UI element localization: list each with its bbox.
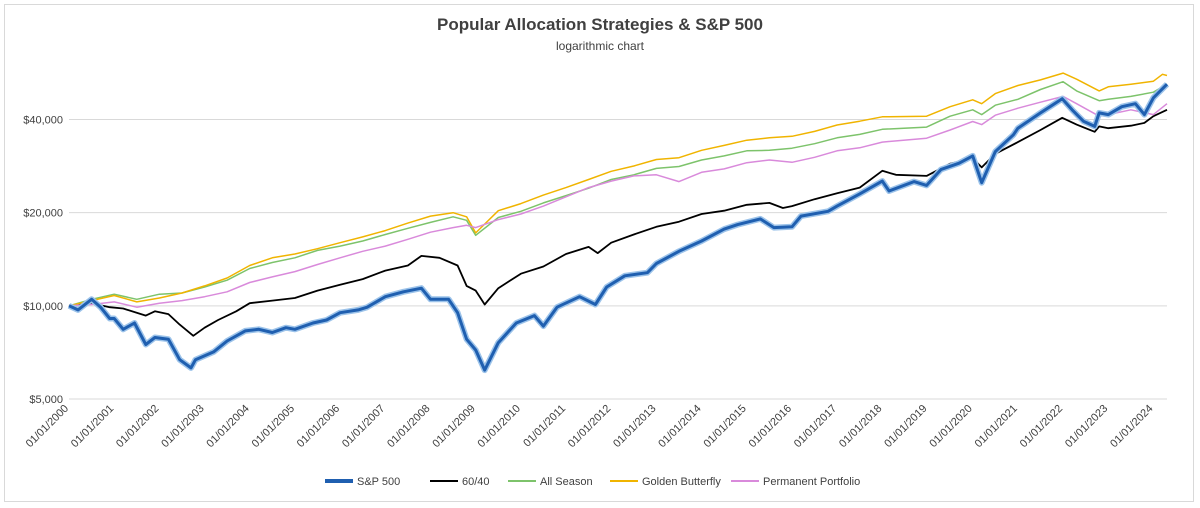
legend-label: 60/40 (462, 476, 490, 488)
x-tick-label: 01/01/2007 (340, 403, 387, 450)
x-tick-label: 01/01/2021 (973, 403, 1020, 450)
y-tick-label: $10,000 (23, 301, 63, 313)
series-lines (67, 72, 1170, 374)
x-tick-label: 01/01/2012 (566, 403, 613, 450)
x-tick-label: 01/01/2008 (385, 403, 432, 450)
x-tick-label: 01/01/2023 (1063, 403, 1110, 450)
y-axis-tick-labels: $5,000 $10,000 $20,000 $40,000 (23, 114, 63, 406)
legend: S&P 500 60/40 All Season Golden Butterfly Pe… (325, 476, 860, 488)
y-tick-label: $40,000 (23, 114, 63, 126)
x-tick-label: 01/01/2000 (24, 403, 71, 450)
x-tick-label: 01/01/2020 (927, 403, 974, 450)
chart-frame: Popular Allocation Strategies & S&P 500 … (4, 4, 1194, 502)
series-line-60-40 (68, 108, 1168, 337)
x-tick-label: 01/01/2015 (701, 403, 748, 450)
y-tick-label: $5,000 (29, 394, 63, 406)
x-tick-label: 01/01/2002 (114, 403, 161, 450)
x-tick-label: 01/01/2001 (69, 403, 116, 450)
gridlines (69, 118, 1167, 400)
legend-label: All Season (540, 476, 593, 488)
x-tick-label: 01/01/2014 (656, 403, 703, 450)
chart-canvas: Popular Allocation Strategies & S&P 500 … (23, 15, 1170, 488)
legend-label: S&P 500 (357, 476, 400, 488)
series-line-all-season (68, 80, 1168, 307)
x-tick-label: 01/01/2022 (1018, 403, 1065, 450)
x-tick-label: 01/01/2024 (1108, 403, 1155, 450)
x-tick-label: 01/01/2009 (430, 403, 477, 450)
x-tick-label: 01/01/2006 (295, 403, 342, 450)
legend-label: Permanent Portfolio (763, 476, 860, 488)
x-tick-label: 01/01/2005 (250, 403, 297, 450)
x-tick-label: 01/01/2017 (792, 403, 839, 450)
x-tick-label: 01/01/2011 (521, 403, 568, 450)
chart-title: Popular Allocation Strategies & S&P 500 (437, 15, 763, 34)
x-tick-label: 01/01/2019 (882, 403, 929, 450)
x-axis-tick-labels: 01/01/200001/01/200101/01/200201/01/2003… (24, 403, 1156, 450)
x-tick-label: 01/01/2004 (204, 403, 251, 450)
x-tick-label: 01/01/2013 (611, 403, 658, 450)
y-tick-label: $20,000 (23, 208, 63, 220)
chart-subtitle: logarithmic chart (556, 39, 645, 53)
series-line-s-p-500-glow (67, 82, 1170, 374)
series-line-s-p-500 (68, 83, 1169, 372)
x-tick-label: 01/01/2010 (476, 403, 523, 450)
series-line-golden-butterfly (68, 72, 1168, 307)
series-line-permanent-portfolio (68, 95, 1168, 308)
x-tick-label: 01/01/2003 (159, 403, 206, 450)
x-tick-label: 01/01/2018 (837, 403, 884, 450)
legend-label: Golden Butterfly (642, 476, 721, 488)
x-tick-label: 01/01/2016 (747, 403, 794, 450)
